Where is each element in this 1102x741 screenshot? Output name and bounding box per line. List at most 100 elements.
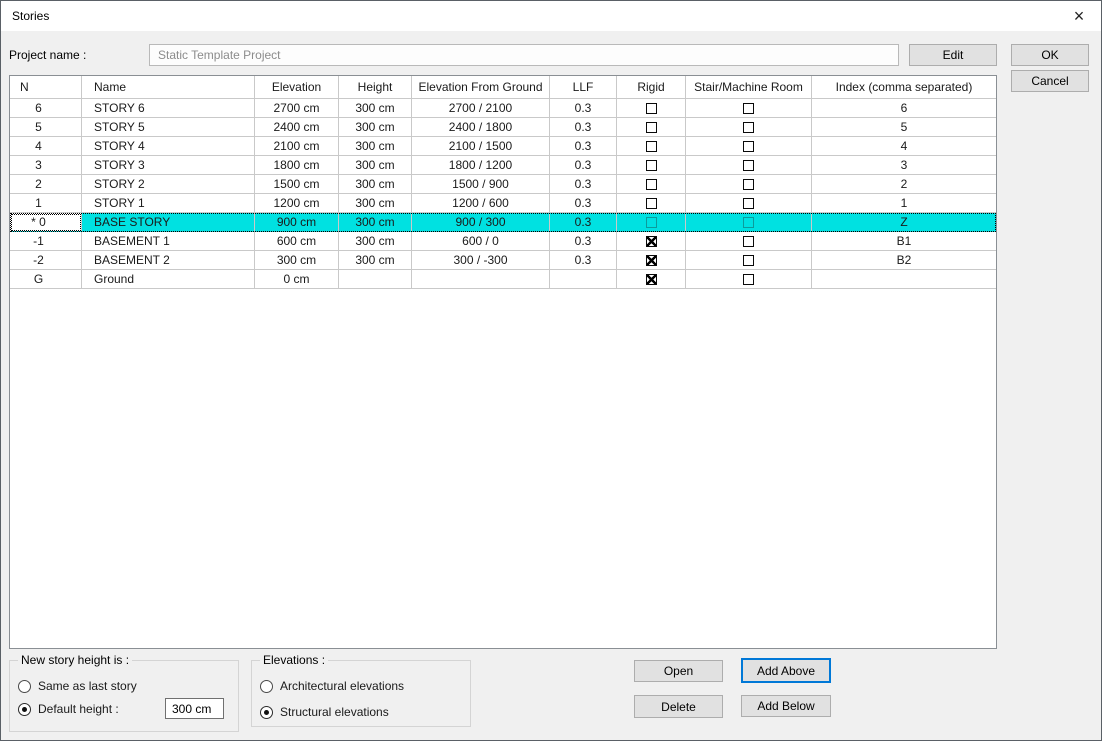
table-row[interactable]: * 0 BASE STORY 900 cm 300 cm 900 / 300 0.3 Z [10, 213, 996, 232]
close-icon[interactable]: × [1073, 6, 1085, 26]
elevations-radio[interactable] [260, 705, 273, 719]
table-row[interactable]: 1 STORY 1 1200 cm 300 cm 1200 / 600 0.3 1 [10, 194, 996, 213]
stair-machine-room-checkbox-cell [686, 232, 812, 251]
rigid-checkbox[interactable] [645, 102, 657, 114]
edit-button[interactable]: Edit [909, 44, 997, 66]
rigid-checkbox-cell [617, 251, 686, 270]
table-row[interactable]: -1 BASEMENT 1 600 cm 300 cm 600 / 0 0.3 B1 [10, 232, 996, 251]
llf-cell: 0.3 [550, 156, 617, 175]
new-story-height-option-label: Default height : [38, 702, 119, 716]
new-story-height-radio[interactable] [18, 702, 31, 716]
new-story-height-option[interactable]: Default height : [18, 702, 119, 716]
rigid-checkbox[interactable] [645, 254, 657, 266]
elevations-group: Elevations : Architectural elevations Str… [251, 653, 471, 727]
stair-machine-room-checkbox[interactable] [743, 121, 754, 133]
rigid-checkbox[interactable] [645, 216, 657, 228]
stair-machine-room-checkbox[interactable] [743, 159, 754, 171]
index-cell: 3 [812, 156, 996, 175]
stair-machine-room-checkbox-cell [686, 251, 812, 270]
stair-machine-room-checkbox[interactable] [743, 254, 754, 266]
height-cell: 300 cm [339, 118, 412, 137]
elevation-from-ground-cell: 1200 / 600 [412, 194, 550, 213]
cancel-button[interactable]: Cancel [1011, 70, 1089, 92]
table-body: 6 STORY 6 2700 cm 300 cm 2700 / 2100 0.3 6 5 STO… [10, 99, 996, 289]
rigid-checkbox[interactable] [645, 235, 657, 247]
table-row[interactable]: G Ground 0 cm [10, 270, 996, 289]
rigid-checkbox-cell [617, 156, 686, 175]
new-story-height-group: New story height is : Same as last story… [9, 653, 239, 732]
elevations-radio[interactable] [260, 679, 273, 693]
project-name-input[interactable] [149, 44, 899, 66]
column-header: Elevation From Ground [412, 76, 550, 99]
row-number-cell: -1 [10, 232, 82, 251]
story-name-cell: STORY 6 [82, 99, 255, 118]
elevations-option[interactable]: Structural elevations [260, 705, 389, 719]
elevation-cell: 900 cm [255, 213, 339, 232]
elevation-cell: 300 cm [255, 251, 339, 270]
elevation-cell: 1800 cm [255, 156, 339, 175]
add-below-button[interactable]: Add Below [741, 695, 831, 717]
column-header: Name [82, 76, 255, 99]
elevation-from-ground-cell: 1800 / 1200 [412, 156, 550, 175]
elevation-from-ground-cell: 2100 / 1500 [412, 137, 550, 156]
table-row[interactable]: 4 STORY 4 2100 cm 300 cm 2100 / 1500 0.3 4 [10, 137, 996, 156]
table-header-row: N Name Elevation Height Elevation From Groun… [10, 76, 996, 99]
column-header: LLF [550, 76, 617, 99]
rigid-checkbox[interactable] [645, 121, 657, 133]
story-name-cell: Ground [82, 270, 255, 289]
column-header: Index (comma separated) [812, 76, 996, 99]
default-height-input[interactable] [165, 698, 224, 719]
project-name-label: Project name : [9, 48, 87, 62]
elevations-option[interactable]: Architectural elevations [260, 679, 404, 693]
table-row[interactable]: 5 STORY 5 2400 cm 300 cm 2400 / 1800 0.3 5 [10, 118, 996, 137]
add-above-button[interactable]: Add Above [741, 658, 831, 683]
ok-button[interactable]: OK [1011, 44, 1089, 66]
index-cell: 5 [812, 118, 996, 137]
new-story-height-option[interactable]: Same as last story [18, 679, 137, 693]
delete-button[interactable]: Delete [634, 695, 723, 718]
rigid-checkbox[interactable] [645, 197, 657, 209]
index-cell: 4 [812, 137, 996, 156]
stair-machine-room-checkbox[interactable] [743, 178, 754, 190]
elevation-cell: 1200 cm [255, 194, 339, 213]
elevation-from-ground-cell: 300 / -300 [412, 251, 550, 270]
stair-machine-room-checkbox-cell [686, 270, 812, 289]
rigid-checkbox-cell [617, 270, 686, 289]
stair-machine-room-checkbox[interactable] [743, 140, 754, 152]
table-row[interactable]: -2 BASEMENT 2 300 cm 300 cm 300 / -300 0.3 B2 [10, 251, 996, 270]
row-number-cell: 1 [10, 194, 82, 213]
stair-machine-room-checkbox[interactable] [743, 273, 754, 285]
table-row[interactable]: 2 STORY 2 1500 cm 300 cm 1500 / 900 0.3 2 [10, 175, 996, 194]
rigid-checkbox[interactable] [645, 140, 657, 152]
elevation-cell: 2400 cm [255, 118, 339, 137]
row-number-cell: 2 [10, 175, 82, 194]
stair-machine-room-checkbox[interactable] [743, 102, 754, 114]
table-row[interactable]: 6 STORY 6 2700 cm 300 cm 2700 / 2100 0.3 6 [10, 99, 996, 118]
column-header: Elevation [255, 76, 339, 99]
stair-machine-room-checkbox-cell [686, 175, 812, 194]
open-button[interactable]: Open [634, 660, 723, 682]
rigid-checkbox[interactable] [645, 273, 657, 285]
index-cell: 6 [812, 99, 996, 118]
story-name-cell: STORY 4 [82, 137, 255, 156]
rigid-checkbox[interactable] [645, 159, 657, 171]
story-name-cell: STORY 3 [82, 156, 255, 175]
stair-machine-room-checkbox[interactable] [743, 235, 754, 247]
llf-cell: 0.3 [550, 251, 617, 270]
stair-machine-room-checkbox[interactable] [743, 216, 754, 228]
story-name-cell: BASEMENT 1 [82, 232, 255, 251]
title-bar: Stories × [1, 1, 1101, 31]
stair-machine-room-checkbox[interactable] [743, 197, 754, 209]
stair-machine-room-checkbox-cell [686, 213, 812, 232]
height-cell: 300 cm [339, 156, 412, 175]
new-story-height-radio[interactable] [18, 679, 31, 693]
height-cell: 300 cm [339, 137, 412, 156]
dialog-title: Stories [12, 9, 50, 23]
stories-table: N Name Elevation Height Elevation From Groun… [9, 75, 997, 649]
rigid-checkbox[interactable] [645, 178, 657, 190]
rigid-checkbox-cell [617, 213, 686, 232]
stair-machine-room-checkbox-cell [686, 194, 812, 213]
story-name-cell: BASE STORY [82, 213, 255, 232]
table-row[interactable]: 3 STORY 3 1800 cm 300 cm 1800 / 1200 0.3 3 [10, 156, 996, 175]
llf-cell: 0.3 [550, 213, 617, 232]
